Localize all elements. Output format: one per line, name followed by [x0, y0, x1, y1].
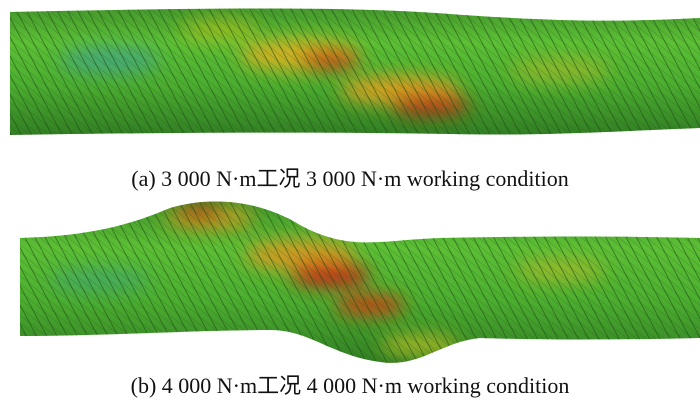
- simulation-b: [20, 201, 700, 363]
- simulation-a: [10, 8, 700, 135]
- caption-a: (a) 3 000 N·m工况 3 000 N·m working condit…: [131, 166, 569, 191]
- caption-b: (b) 4 000 N·m工况 4 000 N·m working condit…: [131, 373, 570, 398]
